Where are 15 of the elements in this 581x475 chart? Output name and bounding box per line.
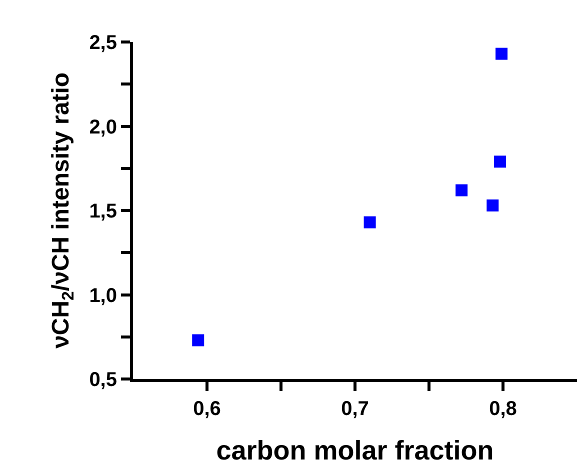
y-tick-label: 0,5 (89, 369, 117, 391)
x-tick-label: 0,7 (341, 398, 369, 420)
point (496, 48, 508, 60)
point (192, 334, 204, 346)
x-tick-label: 0,8 (489, 398, 517, 420)
x-axis-title: carbon molar fraction (216, 435, 494, 466)
y-tick-label: 1,0 (89, 284, 117, 307)
y-tick-label: 2,0 (89, 116, 117, 138)
y-tick-label: 2,5 (89, 32, 117, 54)
point (364, 216, 376, 228)
x-tick-label: 0,6 (193, 398, 221, 420)
point (486, 199, 499, 212)
point (456, 184, 468, 196)
y-tick-label: 1,5 (89, 200, 117, 222)
point (494, 156, 506, 168)
